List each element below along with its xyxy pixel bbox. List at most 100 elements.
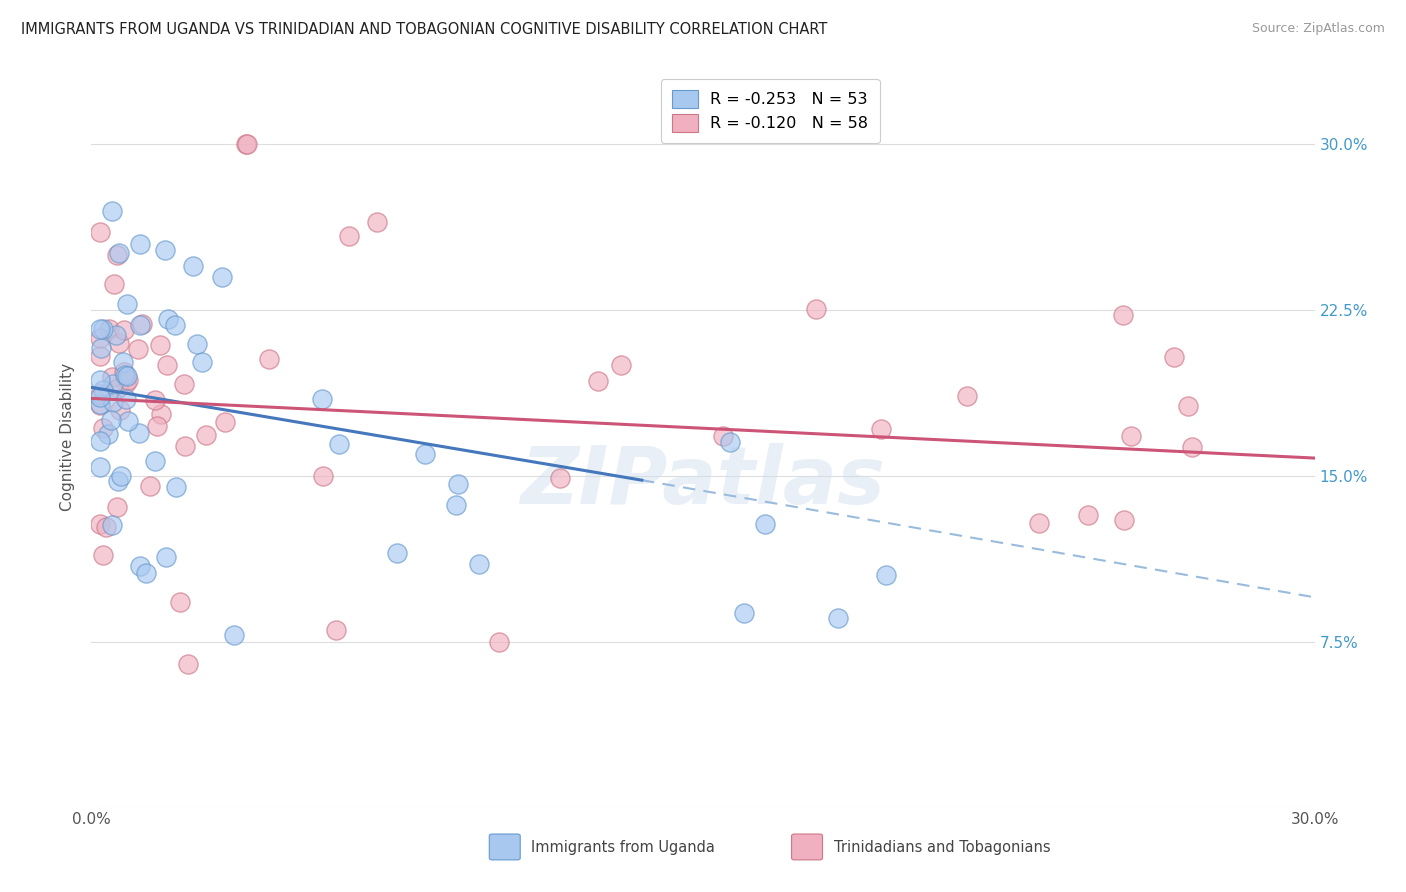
- Point: [214, 415, 236, 429]
- Point: [177, 657, 200, 671]
- Y-axis label: Cognitive Disability: Cognitive Disability: [60, 363, 76, 511]
- Point: [550, 471, 572, 485]
- Point: [366, 214, 388, 228]
- Point: [1112, 513, 1135, 527]
- Point: [97, 322, 120, 336]
- Point: [89, 331, 111, 345]
- Point: [89, 434, 111, 448]
- Text: Source: ZipAtlas.com: Source: ZipAtlas.com: [1251, 22, 1385, 36]
- Point: [89, 225, 111, 239]
- Point: [446, 499, 468, 513]
- Point: [1181, 440, 1204, 454]
- Point: [165, 318, 187, 333]
- Point: [148, 338, 170, 352]
- Point: [117, 414, 139, 428]
- Point: [91, 384, 114, 398]
- Point: [89, 397, 111, 411]
- Point: [166, 481, 188, 495]
- Point: [311, 468, 333, 483]
- Point: [101, 376, 124, 391]
- Point: [112, 365, 135, 379]
- Point: [156, 358, 179, 372]
- Point: [128, 318, 150, 332]
- Point: [115, 368, 138, 383]
- Point: [875, 568, 898, 582]
- Point: [467, 557, 491, 571]
- Point: [117, 297, 139, 311]
- Point: [114, 368, 136, 382]
- Point: [586, 374, 609, 388]
- Text: Immigrants from Uganda: Immigrants from Uganda: [531, 840, 716, 855]
- Point: [131, 317, 153, 331]
- Point: [1028, 516, 1050, 531]
- Point: [111, 355, 134, 369]
- Point: [1112, 308, 1135, 322]
- Point: [186, 337, 208, 351]
- Point: [169, 594, 191, 608]
- Point: [143, 453, 166, 467]
- Text: IMMIGRANTS FROM UGANDA VS TRINIDADIAN AND TOBAGONIAN COGNITIVE DISABILITY CORREL: IMMIGRANTS FROM UGANDA VS TRINIDADIAN AN…: [21, 22, 828, 37]
- Point: [128, 558, 150, 573]
- Point: [1077, 508, 1099, 523]
- Point: [101, 203, 124, 218]
- Point: [105, 248, 128, 262]
- Point: [90, 341, 112, 355]
- Point: [325, 624, 347, 638]
- Point: [718, 434, 741, 449]
- Point: [827, 610, 849, 624]
- Point: [235, 137, 257, 152]
- Point: [108, 246, 131, 260]
- Point: [110, 468, 132, 483]
- Point: [91, 322, 114, 336]
- Point: [1163, 350, 1185, 364]
- Point: [153, 244, 176, 258]
- Point: [143, 392, 166, 407]
- Point: [195, 428, 218, 442]
- Point: [107, 474, 129, 488]
- Point: [89, 349, 111, 363]
- Point: [89, 516, 111, 531]
- Point: [101, 395, 124, 409]
- Point: [127, 343, 149, 357]
- Point: [105, 500, 128, 515]
- Point: [108, 336, 131, 351]
- Point: [149, 407, 172, 421]
- Point: [97, 427, 120, 442]
- Point: [115, 392, 138, 407]
- Point: [235, 137, 257, 152]
- Point: [117, 373, 139, 387]
- Point: [104, 328, 127, 343]
- Point: [129, 236, 152, 251]
- Point: [91, 421, 114, 435]
- Point: [415, 446, 437, 460]
- Point: [110, 403, 132, 417]
- Point: [128, 426, 150, 441]
- Point: [488, 634, 510, 648]
- Point: [610, 358, 633, 372]
- Point: [155, 550, 177, 565]
- Text: ZIPatlas: ZIPatlas: [520, 442, 886, 521]
- Text: Trinidadians and Tobagonians: Trinidadians and Tobagonians: [834, 840, 1050, 855]
- Point: [222, 628, 246, 642]
- Point: [89, 373, 111, 387]
- Point: [173, 439, 195, 453]
- Point: [328, 437, 350, 451]
- Point: [89, 322, 111, 336]
- Point: [146, 419, 169, 434]
- Point: [259, 352, 281, 367]
- Point: [711, 429, 734, 443]
- Point: [754, 516, 776, 531]
- Point: [89, 387, 111, 401]
- Point: [107, 381, 129, 395]
- Point: [89, 390, 111, 404]
- Point: [1121, 429, 1143, 443]
- Point: [733, 606, 755, 620]
- Point: [311, 392, 333, 407]
- Point: [1177, 399, 1199, 413]
- Point: [115, 376, 138, 390]
- Point: [191, 355, 214, 369]
- Point: [135, 566, 157, 580]
- Point: [447, 477, 470, 491]
- Point: [157, 312, 180, 326]
- Point: [956, 389, 979, 403]
